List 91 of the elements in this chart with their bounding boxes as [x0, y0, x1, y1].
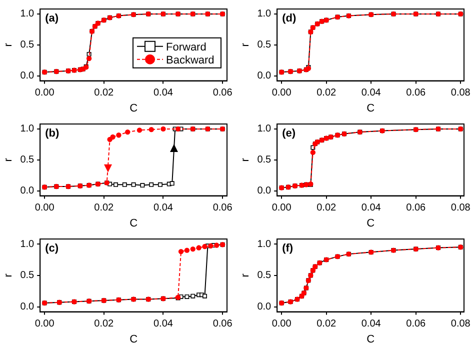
x-axis-title: C: [130, 102, 138, 114]
y-tick-label: 1.0: [257, 238, 272, 250]
y-tick-label: 0.0: [257, 186, 272, 197]
annotation: (d): [282, 12, 296, 25]
x-axis-title: C: [130, 217, 138, 230]
point: [160, 126, 166, 132]
y-tick-label: 0.0: [257, 70, 272, 82]
annotation: (a): [45, 12, 59, 25]
y-tick-label: 1.0: [20, 8, 35, 20]
point: [196, 245, 202, 250]
point: [190, 294, 196, 298]
y-axis-title: r: [240, 158, 252, 162]
point: [140, 183, 145, 188]
point: [125, 129, 130, 135]
y-tick-label: 0.5: [20, 40, 35, 51]
point: [122, 182, 127, 187]
legend-label: Forward: [166, 41, 206, 54]
x-tick-label: 0.02: [94, 88, 114, 99]
point: [131, 182, 136, 187]
x-tick-label: 0.00: [272, 202, 292, 214]
y-tick-label: 0.5: [20, 154, 35, 166]
y-tick-label: 0.5: [257, 40, 272, 51]
x-tick-label: 0.00: [272, 88, 292, 99]
y-tick-label: 0.0: [257, 302, 272, 313]
x-tick-label: 0.02: [316, 202, 337, 214]
x-tick-label: 0.02: [94, 202, 114, 214]
point: [214, 242, 220, 248]
x-axis-title: C: [130, 333, 138, 346]
y-tick-label: 1.0: [20, 238, 35, 250]
y-tick-label: 0.0: [20, 186, 35, 197]
point: [178, 248, 184, 254]
y-tick-label: 1.0: [257, 8, 272, 20]
x-tick-label: 0.04: [361, 88, 382, 99]
x-tick-label: 0.00: [34, 318, 55, 330]
y-tick-label: 0.5: [257, 270, 272, 282]
x-tick-label: 0.06: [406, 88, 426, 99]
x-tick-label: 0.06: [406, 318, 426, 330]
point: [190, 246, 196, 252]
point: [310, 150, 316, 156]
point: [202, 244, 208, 250]
x-tick-label: 0.06: [212, 202, 233, 214]
x-tick-label: 0.04: [361, 202, 382, 214]
y-axis-title: r: [240, 42, 252, 47]
point: [208, 243, 214, 249]
x-tick-label: 0.04: [153, 202, 174, 214]
x-tick-label: 0.04: [153, 88, 174, 99]
x-axis-title: C: [366, 102, 375, 114]
x-tick-label: 0.00: [34, 202, 55, 214]
point: [184, 248, 190, 253]
point: [110, 134, 116, 140]
point: [114, 182, 118, 187]
x-tick-label: 0.02: [316, 318, 337, 330]
point: [184, 294, 190, 299]
point: [136, 128, 142, 133]
y-axis-title: r: [2, 42, 15, 47]
y-tick-label: 0.5: [257, 154, 272, 166]
x-tick-label: 0.04: [153, 318, 174, 330]
point: [170, 181, 174, 186]
x-tick-label: 0.00: [272, 318, 292, 330]
point: [116, 132, 122, 138]
y-axis-title: r: [2, 273, 15, 278]
legend-label: Backward: [166, 54, 214, 66]
point: [86, 56, 92, 62]
x-axis-title: C: [366, 333, 375, 346]
x-tick-label: 0.02: [316, 88, 337, 99]
y-tick-label: 0.5: [20, 270, 35, 282]
annotation: (c): [45, 242, 59, 255]
point: [158, 182, 162, 187]
point: [202, 294, 207, 298]
x-tick-label: 0.06: [212, 318, 233, 330]
y-axis-title: r: [240, 273, 252, 278]
point: [175, 126, 181, 132]
x-tick-label: 0.00: [34, 88, 55, 99]
x-tick-label: 0.04: [361, 318, 382, 330]
x-axis-title: C: [366, 217, 375, 230]
point: [148, 126, 154, 132]
annotation: (e): [282, 128, 296, 140]
y-tick-label: 0.0: [20, 302, 35, 313]
x-tick-label: 0.08: [450, 202, 471, 214]
annotation: (f): [282, 242, 294, 255]
y-tick-label: 1.0: [20, 124, 35, 135]
x-tick-label: 0.06: [406, 202, 426, 214]
x-tick-label: 0.08: [450, 318, 471, 330]
y-tick-label: 1.0: [257, 124, 272, 135]
x-tick-label: 0.08: [450, 88, 471, 99]
y-tick-label: 0.0: [20, 70, 35, 82]
x-tick-label: 0.06: [212, 88, 233, 99]
y-axis-title: r: [2, 158, 15, 162]
point: [149, 182, 154, 187]
annotation: (b): [45, 128, 60, 140]
x-tick-label: 0.02: [94, 318, 114, 330]
